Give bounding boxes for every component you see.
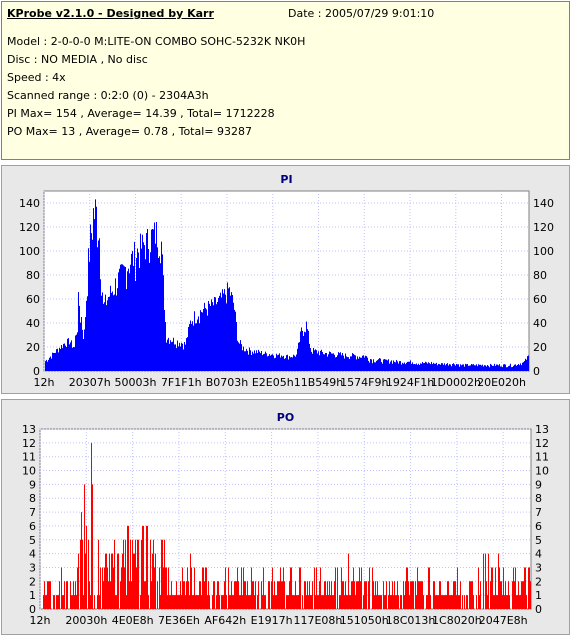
po-ytick-right: 7 [535, 506, 542, 519]
pi-xtick: 1D0002h [431, 376, 481, 389]
pi-ytick-left: 100 [19, 245, 40, 258]
po-ytick-right: 0 [535, 603, 542, 616]
pi-ytick-right: 140 [533, 197, 554, 210]
pi-ytick-left: 0 [33, 365, 40, 378]
po-ytick-right: 4 [535, 548, 542, 561]
po-ytick-left: 13 [22, 423, 36, 436]
po-xtick: 2047E8h [479, 614, 528, 627]
po-xtick: 117E08h [293, 614, 342, 627]
range-line: Scanned range : 0:2:0 (0) - 2304A3h [7, 89, 209, 102]
scan-date: Date : 2005/07/29 9:01:10 [288, 7, 435, 20]
po-chart-title: PO [277, 411, 294, 424]
app-title: KProbe v2.1.0 - Designed by Karr [7, 7, 214, 20]
po-ytick-right: 6 [535, 520, 542, 533]
pi-ytick-right: 40 [533, 317, 547, 330]
po-ytick-right: 2 [535, 575, 542, 588]
po-xtick: E1917h [251, 614, 293, 627]
po-ytick-left: 2 [29, 575, 36, 588]
model-line: Model : 2-0-0-0 M:LITE-ON COMBO SOHC-523… [7, 35, 306, 48]
po-ytick-left: 6 [29, 520, 36, 533]
speed-line: Speed : 4x [7, 71, 66, 84]
pi-xtick: 7F1F1h [161, 376, 202, 389]
pi-ytick-right: 60 [533, 293, 547, 306]
pi-xtick: 1924F1h [386, 376, 434, 389]
po-xtick: 1C8020h [432, 614, 482, 627]
po-xtick: 12h [30, 614, 51, 627]
pi-ytick-left: 60 [26, 293, 40, 306]
pi-ytick-right: 100 [533, 245, 554, 258]
pi-ytick-left: 80 [26, 269, 40, 282]
pi-chart: 0 0 20 20 40 40 60 60 80 80 100 100 120 120 140 140 12h 2… [19, 173, 554, 389]
pi-summary-line: PI Max= 154 , Average= 14.39 , Total= 17… [7, 107, 275, 120]
po-xtick: 151050h [340, 614, 389, 627]
po-ytick-right: 10 [535, 465, 549, 478]
po-ytick-right: 11 [535, 451, 549, 464]
pi-xtick: 20E020h [477, 376, 526, 389]
po-ytick-right: 13 [535, 423, 549, 436]
pi-ytick-left: 20 [26, 341, 40, 354]
pi-ytick-right: 80 [533, 269, 547, 282]
po-ytick-left: 11 [22, 451, 36, 464]
pi-xtick: 50003h [115, 376, 157, 389]
po-series [43, 442, 531, 609]
pi-xtick: 20307h [69, 376, 111, 389]
po-ytick-right: 12 [535, 437, 549, 450]
po-xtick: 20030h [65, 614, 107, 627]
po-ytick-left: 3 [29, 561, 36, 574]
pi-xtick: 12h [34, 376, 55, 389]
po-xtick: 18C013h [386, 614, 436, 627]
po-summary-line: PO Max= 13 , Average= 0.78 , Total= 9328… [7, 125, 252, 138]
po-ytick-right: 5 [535, 534, 542, 547]
po-ytick-left: 7 [29, 506, 36, 519]
pi-ytick-left: 120 [19, 221, 40, 234]
pi-ytick-right: 0 [533, 365, 540, 378]
pi-chart-title: PI [280, 173, 292, 186]
po-xtick: AF642h [204, 614, 246, 627]
pi-xtick: B0703h [206, 376, 249, 389]
po-ytick-left: 5 [29, 534, 36, 547]
po-ytick-right: 9 [535, 478, 542, 491]
po-ytick-left: 4 [29, 548, 36, 561]
po-chart-panel: 0 0 1 1 2 2 3 3 4 4 5 5 6 6 7 7 8 8 9 9 10 10 11 11 12 12 13 13 12h 2… [1, 399, 570, 635]
pi-ytick-left: 140 [19, 197, 40, 210]
po-xtick: 4E0E8h [112, 614, 154, 627]
po-ytick-right: 8 [535, 492, 542, 505]
po-ytick-right: 1 [535, 589, 542, 602]
pi-series [45, 199, 529, 371]
po-ytick-left: 1 [29, 589, 36, 602]
po-xtick: 7E36Eh [158, 614, 200, 627]
pi-xtick: 1574F9h [340, 376, 388, 389]
pi-chart-panel: 0 0 20 20 40 40 60 60 80 80 100 100 120 120 140 140 12h 2… [1, 165, 570, 394]
info-panel: KProbe v2.1.0 - Designed by Karr Date : … [1, 1, 570, 160]
po-ytick-left: 8 [29, 492, 36, 505]
po-ytick-right: 3 [535, 561, 542, 574]
disc-line: Disc : NO MEDIA , No disc [7, 53, 148, 66]
pi-ytick-right: 120 [533, 221, 554, 234]
po-ytick-left: 12 [22, 437, 36, 450]
pi-ytick-right: 20 [533, 341, 547, 354]
pi-ytick-left: 40 [26, 317, 40, 330]
po-ytick-left: 10 [22, 465, 36, 478]
pi-xtick: 11B549h [294, 376, 344, 389]
pi-xtick: E2E05h [252, 376, 294, 389]
po-ytick-left: 0 [29, 603, 36, 616]
po-ytick-left: 9 [29, 478, 36, 491]
